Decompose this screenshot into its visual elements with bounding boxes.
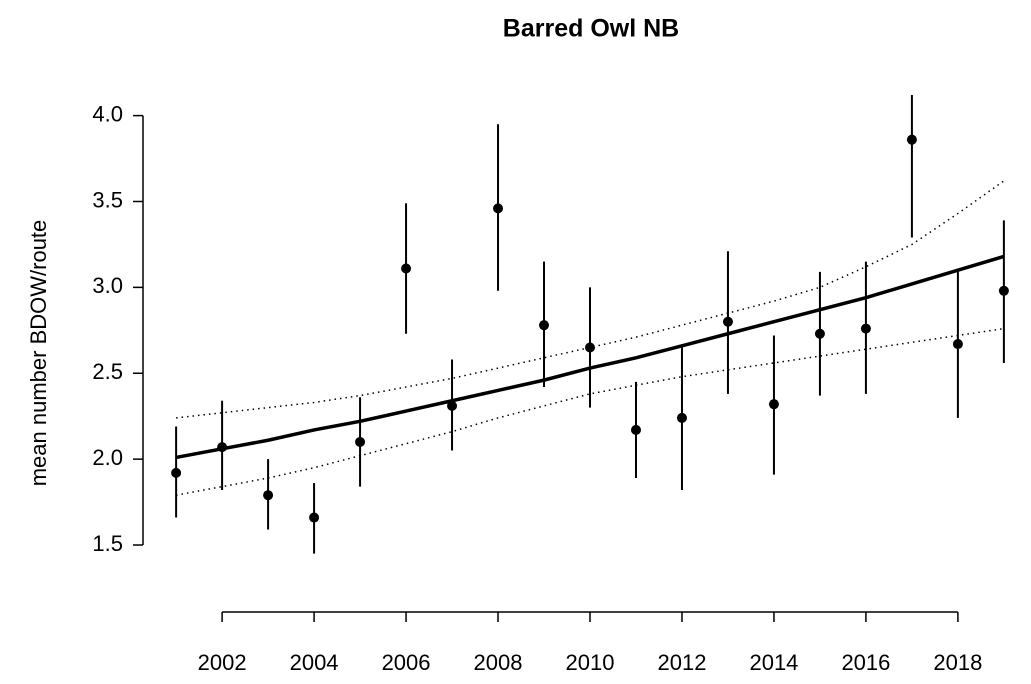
x-tick-label: 2016 xyxy=(841,650,890,675)
data-point xyxy=(171,467,182,478)
chart-title: Barred Owl NB xyxy=(503,15,679,43)
data-point xyxy=(768,399,779,410)
y-tick-label: 3.0 xyxy=(92,273,123,298)
data-point xyxy=(493,203,504,214)
data-point xyxy=(263,490,274,501)
data-point xyxy=(309,512,320,523)
y-tick-label: 2.5 xyxy=(92,359,123,384)
data-point xyxy=(906,134,917,145)
y-tick-label: 4.0 xyxy=(92,101,123,126)
plot-area xyxy=(171,95,1009,554)
data-point xyxy=(952,339,963,350)
y-tick-label: 3.5 xyxy=(92,187,123,212)
x-tick-label: 2006 xyxy=(382,650,431,675)
x-tick-label: 2014 xyxy=(749,650,798,675)
x-tick-label: 2012 xyxy=(657,650,706,675)
data-point xyxy=(539,320,550,331)
data-point xyxy=(630,424,641,435)
x-tick-label: 2018 xyxy=(933,650,982,675)
data-point xyxy=(722,316,733,327)
y-axis-label: mean number BDOW/route xyxy=(26,220,51,487)
x-tick-label: 2002 xyxy=(198,650,247,675)
data-point xyxy=(860,323,871,334)
data-point xyxy=(676,412,687,423)
data-point xyxy=(401,263,412,274)
data-point xyxy=(585,342,595,353)
x-tick-label: 2004 xyxy=(290,650,339,675)
data-point xyxy=(998,285,1009,296)
y-tick-label: 1.5 xyxy=(92,531,123,556)
data-point xyxy=(355,436,366,447)
data-point xyxy=(447,400,458,411)
data-point xyxy=(814,328,825,339)
ci-upper-line xyxy=(176,180,1005,419)
y-tick-label: 2.0 xyxy=(92,445,123,470)
x-tick-label: 2010 xyxy=(566,650,615,675)
data-point xyxy=(217,442,228,453)
x-tick-label: 2008 xyxy=(474,650,523,675)
